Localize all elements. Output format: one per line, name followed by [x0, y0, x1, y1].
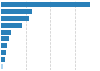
Bar	[1, 2, 90, 7]
Bar	[1, 43, 7, 48]
Bar	[1, 16, 29, 21]
Bar	[1, 36, 9, 41]
Bar	[1, 50, 6, 55]
Bar	[1, 9, 32, 14]
Bar	[1, 30, 11, 35]
Bar	[1, 23, 22, 28]
Bar	[1, 57, 5, 62]
Bar	[1, 64, 3, 69]
